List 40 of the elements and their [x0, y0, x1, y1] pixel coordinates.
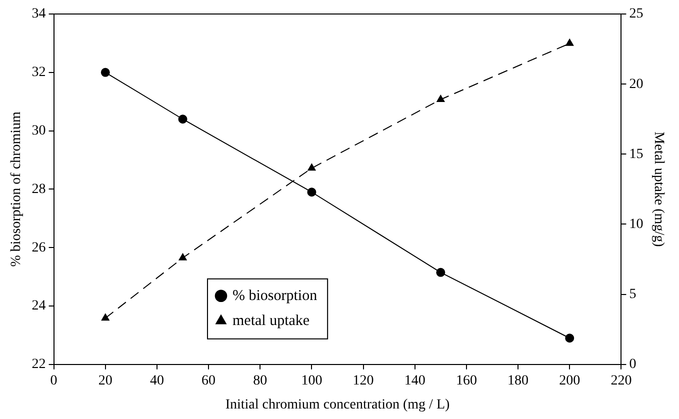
- x-tick-label: 40: [150, 373, 164, 388]
- point: [565, 334, 574, 343]
- y-tick-label: 28: [32, 182, 46, 197]
- x-axis-title: Initial chromium concentration (mg / L): [225, 397, 450, 412]
- x-tick-label: 60: [202, 373, 216, 388]
- x-tick-label: 200: [559, 373, 580, 388]
- x-tick-label: 20: [98, 373, 112, 388]
- x-tick-label: 160: [456, 373, 477, 388]
- point: [101, 314, 110, 321]
- y-tick-label: 32: [32, 65, 46, 80]
- x-tick-label: 0: [50, 373, 58, 388]
- x-tick-label: 120: [352, 373, 374, 388]
- legend-label: metal uptake: [232, 312, 310, 329]
- y2-axis-title: Metal uptake (mg/g): [650, 132, 666, 248]
- y-tick-label: 22: [32, 357, 46, 372]
- point: [307, 188, 316, 197]
- x-tick-label: 140: [404, 373, 426, 388]
- x-tick-label: 80: [253, 373, 268, 388]
- y-tick-label: 26: [32, 240, 46, 256]
- y-tick-label: 30: [32, 123, 46, 138]
- point: [178, 253, 187, 260]
- y2-tick-label: 0: [629, 357, 636, 372]
- point: [436, 268, 446, 277]
- point: [100, 68, 110, 77]
- point: [436, 95, 445, 102]
- x-tick-label: 220: [610, 373, 632, 388]
- point: [178, 114, 188, 124]
- y-tick-label: 24: [32, 298, 46, 314]
- y-tick-label: 34: [32, 6, 46, 22]
- y2-tick-label: 25: [629, 6, 644, 22]
- y2-tick-label: 5: [629, 286, 636, 302]
- x-tick-label: 180: [508, 373, 529, 388]
- y2-tick-label: 10: [629, 216, 644, 232]
- legend-label: % biosorption: [232, 288, 318, 304]
- point: [308, 164, 316, 171]
- point: [566, 38, 574, 46]
- y2-tick-label: 20: [629, 76, 644, 92]
- y2-tick-label: 15: [629, 146, 644, 162]
- y-axis-title: % biosorption of chromium: [9, 112, 24, 267]
- x-tick-label: 100: [301, 373, 322, 388]
